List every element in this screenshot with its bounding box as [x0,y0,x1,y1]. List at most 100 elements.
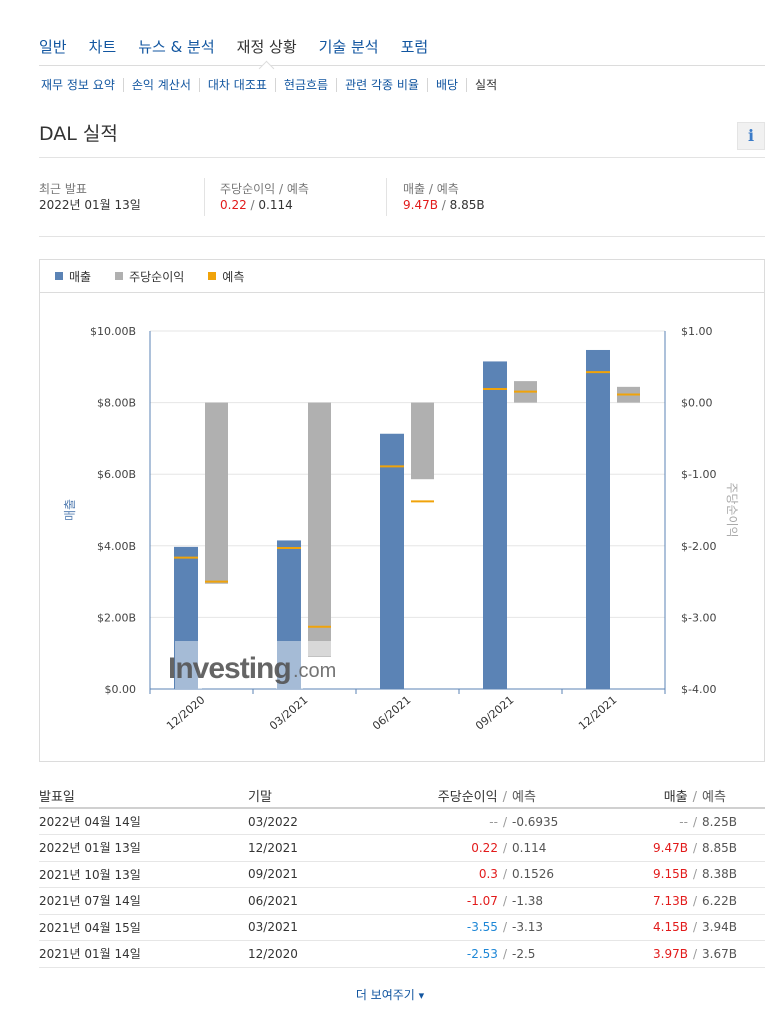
revenue-bar [277,540,301,689]
cell-rev-sep: / [692,814,697,829]
summary-rev-sep: / [437,198,450,212]
summary-eps-forecast: 0.114 [258,198,293,212]
cell-eps-sep: / [502,840,507,855]
x-tick-label: 12/2020 [164,693,207,732]
cell-eps: 0.3 / [406,861,512,888]
right-tick-label: $-4.00 [681,683,716,696]
cell-rev-forecast: 3.94B [702,914,765,941]
nav-financials[interactable]: 재정 상황 [237,36,297,65]
cell-period: 09/2021 [248,861,406,888]
chart-canvas: $0.00 $-4.00 $2.00B $-3.00 $4.00B $-2.00 $6.00… [63,325,739,733]
left-tick-label: $10.00B [90,325,136,338]
sub-nav: 재무 정보 요약 손익 계산서 대차 대조표 현금흐름 관련 각종 비율 배당 … [39,75,505,95]
cell-eps: -- / [406,808,512,835]
chevron-down-icon: ▾ [418,989,425,1002]
legend-eps[interactable]: 주당순이익 [115,268,184,285]
sub-nav-ratios[interactable]: 관련 각종 비율 [336,78,427,92]
legend-forecast-swatch [208,272,217,280]
cell-date: 2021년 10월 13일 [39,861,248,888]
legend-eps-swatch [115,272,124,280]
nav-news[interactable]: 뉴스 & 분석 [138,38,215,56]
cell-rev-forecast: 8.25B [702,808,765,835]
revenue-bar [586,349,610,689]
cell-eps-forecast: -1.38 [512,887,584,915]
nav-technical[interactable]: 기술 분석 [318,38,379,56]
legend-revenue-label: 매출 [69,269,92,284]
col-rev-sep: / [692,789,697,805]
sub-nav-dividends[interactable]: 배당 [426,78,466,92]
sub-nav-summary[interactable]: 재무 정보 요약 [41,78,115,92]
legend-eps-label: 주당순이익 [129,269,185,284]
investing-watermark: Investing [168,652,291,685]
col-eps-sep: / [502,789,507,805]
cell-eps-sep: / [502,893,507,908]
table-row: 2021년 04월 15일 03/2021 -3.55 / -3.13 4.15B / 3.9… [39,914,765,941]
table-row: 2022년 04월 14일 03/2022 -- / -0.6935 -- / 8.25B [39,808,765,835]
info-icon[interactable]: i [737,122,765,150]
summary-rev-label: 매출 / 예측 [403,182,459,196]
cell-eps: 0.22 / [406,834,512,862]
revenue-bar [174,546,198,689]
right-axis-label: 주당순이익 [725,482,739,537]
earnings-chart: $0.00 $-4.00 $2.00B $-3.00 $4.00B $-2.00 $6.00… [39,259,765,762]
summary-eps-label: 주당순이익 / 예측 [220,182,309,196]
summary-rev-forecast: 8.85B [449,198,485,212]
cell-eps: -2.53 / [406,940,512,968]
cell-eps: -3.55 / [406,914,512,941]
watermark-overlay [175,641,202,689]
cell-rev-forecast: 3.67B [702,940,765,968]
eps-bar [411,402,434,480]
sub-nav-earnings[interactable]: 실적 [466,78,505,92]
col-revenue[interactable]: 매출 / [584,783,702,809]
sub-nav-cashflow[interactable]: 현금흐름 [274,78,336,92]
cell-eps-forecast: -0.6935 [512,808,584,835]
legend-revenue[interactable]: 매출 [55,268,91,285]
cell-eps-forecast: -2.5 [512,940,584,968]
cell-rev-value: 9.15B [653,867,688,882]
x-tick-label: 03/2021 [267,693,310,732]
nav-chart[interactable]: 차트 [88,38,117,56]
cell-eps-value: 0.3 [478,867,498,882]
col-eps[interactable]: 주당순이익 / [406,783,512,809]
left-tick-label: $8.00B [97,397,136,410]
table-header-row: 발표일 기말 주당순이익 / 예측 매출 / 예측 [39,783,765,809]
legend-forecast[interactable]: 예측 [208,268,244,285]
main-nav: 일반 차트 뉴스 & 분석 재정 상황 기술 분석 포럼 [39,36,765,66]
right-tick-label: $0.00 [681,397,713,410]
show-more-link[interactable]: 더 보여주기 ▾ [0,986,780,1003]
watermark-overlay [276,641,303,689]
summary-latest-label: 최근 발표 [39,182,87,196]
cell-revenue: 4.15B / [584,914,702,941]
col-date[interactable]: 발표일 [39,783,248,809]
cell-eps-sep: / [502,814,507,829]
summary-eps: 주당순이익 / 예측 0.22 / 0.114 [220,181,309,213]
summary-revenue: 매출 / 예측 9.47B / 8.85B [403,181,485,213]
cell-rev-value: 9.47B [653,840,688,855]
cell-rev-forecast: 6.22B [702,887,765,915]
col-eps-forecast[interactable]: 예측 [512,783,584,809]
x-tick-label: 09/2021 [473,693,516,732]
col-rev-forecast[interactable]: 예측 [702,783,765,809]
table-row: 2021년 10월 13일 09/2021 0.3 / 0.1526 9.15B / 8.38… [39,861,765,888]
table-row: 2022년 01월 13일 12/2021 0.22 / 0.114 9.47B / 8.85… [39,834,765,862]
cell-date: 2022년 04월 14일 [39,808,248,835]
cell-rev-forecast: 8.38B [702,861,765,888]
left-axis-label: 매출 [63,499,77,521]
summary-latest-value: 2022년 01월 13일 [39,198,141,212]
nav-forum[interactable]: 포럼 [400,38,429,56]
cell-rev-value: 3.97B [653,946,688,961]
cell-revenue: -- / [584,808,702,835]
summary-latest: 최근 발표 2022년 01월 13일 [39,181,141,213]
divider [386,178,387,216]
col-period[interactable]: 기말 [248,783,406,809]
cell-eps-sep: / [502,867,507,882]
nav-general[interactable]: 일반 [39,38,67,56]
sub-nav-income[interactable]: 손익 계산서 [122,78,199,92]
col-rev-label: 매출 [663,789,688,805]
legend-forecast-label: 예측 [222,269,245,284]
cell-revenue: 7.13B / [584,887,702,915]
cell-period: 03/2022 [248,808,406,835]
col-eps-label: 주당순이익 [437,789,498,805]
sub-nav-balance[interactable]: 대차 대조표 [198,78,275,92]
cell-date: 2021년 04월 15일 [39,914,248,941]
